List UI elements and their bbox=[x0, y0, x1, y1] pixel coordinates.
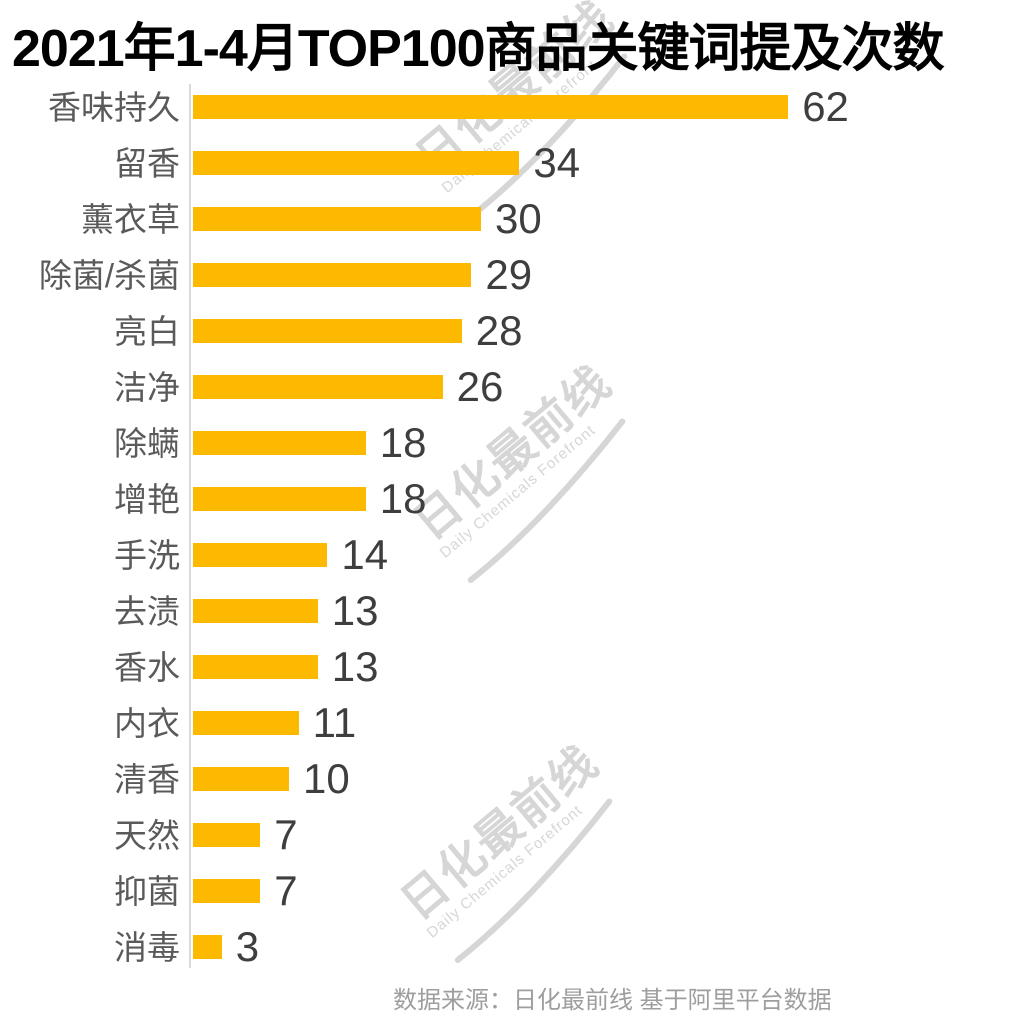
category-label: 手洗 bbox=[114, 536, 180, 574]
bar-row: 天然 7 bbox=[0, 807, 1010, 863]
category-label: 除菌/杀菌 bbox=[38, 256, 180, 294]
category-label: 留香 bbox=[114, 144, 180, 182]
value-label: 10 bbox=[303, 755, 350, 802]
bar bbox=[193, 375, 443, 399]
category-label: 香水 bbox=[114, 648, 180, 686]
bar bbox=[193, 879, 261, 903]
category-label: 亮白 bbox=[114, 312, 180, 350]
value-label: 26 bbox=[456, 363, 504, 410]
bar-row: 去渍 13 bbox=[0, 583, 1010, 639]
bar bbox=[193, 711, 299, 735]
category-label: 除螨 bbox=[114, 424, 180, 462]
bar-row: 清香 10 bbox=[0, 751, 1010, 807]
bar-row: 手洗 14 bbox=[0, 527, 1010, 583]
value-label: 3 bbox=[235, 923, 260, 970]
bar-row: 增艳 18 bbox=[0, 471, 1010, 527]
bar-row: 薰衣草 30 bbox=[0, 191, 1010, 247]
value-label: 28 bbox=[475, 307, 523, 354]
bar bbox=[193, 599, 318, 623]
bar bbox=[193, 767, 289, 791]
category-label: 内衣 bbox=[114, 704, 180, 742]
category-label: 增艳 bbox=[114, 480, 180, 518]
category-label: 洁净 bbox=[114, 368, 180, 406]
bar-row: 消毒 3 bbox=[0, 919, 1010, 975]
bar bbox=[193, 151, 520, 175]
bar bbox=[193, 487, 366, 511]
value-label: 11 bbox=[312, 699, 357, 746]
bar bbox=[193, 95, 789, 119]
value-label: 62 bbox=[802, 83, 849, 130]
bar bbox=[193, 319, 462, 343]
category-label: 消毒 bbox=[114, 928, 180, 966]
category-label: 香味持久 bbox=[48, 88, 180, 126]
value-label: 14 bbox=[341, 531, 389, 578]
value-label: 7 bbox=[274, 811, 298, 858]
value-label: 30 bbox=[495, 195, 542, 242]
value-label: 18 bbox=[379, 419, 427, 466]
bar bbox=[193, 543, 328, 567]
category-label: 抑菌 bbox=[114, 872, 180, 910]
bar-row: 留香 34 bbox=[0, 135, 1010, 191]
y-axis-line bbox=[189, 84, 191, 968]
bar-row: 内衣 11 bbox=[0, 695, 1010, 751]
bar-row: 除螨 18 bbox=[0, 415, 1010, 471]
value-label: 7 bbox=[274, 867, 298, 914]
value-label: 18 bbox=[379, 475, 427, 522]
bar bbox=[193, 655, 318, 679]
bar-row: 洁净 26 bbox=[0, 359, 1010, 415]
bar-row: 抑菌 7 bbox=[0, 863, 1010, 919]
bar-row: 香水 13 bbox=[0, 639, 1010, 695]
category-label: 薰衣草 bbox=[81, 200, 180, 238]
bar bbox=[193, 207, 481, 231]
data-source-note: 数据来源：日化最前线 基于阿里平台数据 bbox=[393, 987, 832, 1014]
bar-row: 除菌/杀菌 29 bbox=[0, 247, 1010, 303]
bar bbox=[193, 823, 261, 847]
bar bbox=[193, 263, 472, 287]
bar-row: 香味持久 62 bbox=[0, 79, 1010, 135]
value-label: 34 bbox=[533, 139, 581, 186]
category-label: 去渍 bbox=[114, 592, 180, 630]
category-label: 清香 bbox=[114, 760, 180, 798]
bar bbox=[193, 431, 366, 455]
bar-row: 亮白 28 bbox=[0, 303, 1010, 359]
category-label: 天然 bbox=[114, 816, 180, 854]
value-label: 13 bbox=[331, 587, 379, 634]
value-label: 13 bbox=[331, 643, 379, 690]
chart-title: 2021年1-4月TOP100商品关键词提及次数 bbox=[12, 20, 945, 78]
bar-chart-rows: 香味持久 62 留香 34 薰衣草 30 除菌/杀菌 29 亮白 28 洁净 26 除螨 18 增艳 18 手洗… bbox=[0, 79, 1010, 975]
bar bbox=[193, 935, 222, 959]
value-label: 29 bbox=[485, 251, 533, 298]
